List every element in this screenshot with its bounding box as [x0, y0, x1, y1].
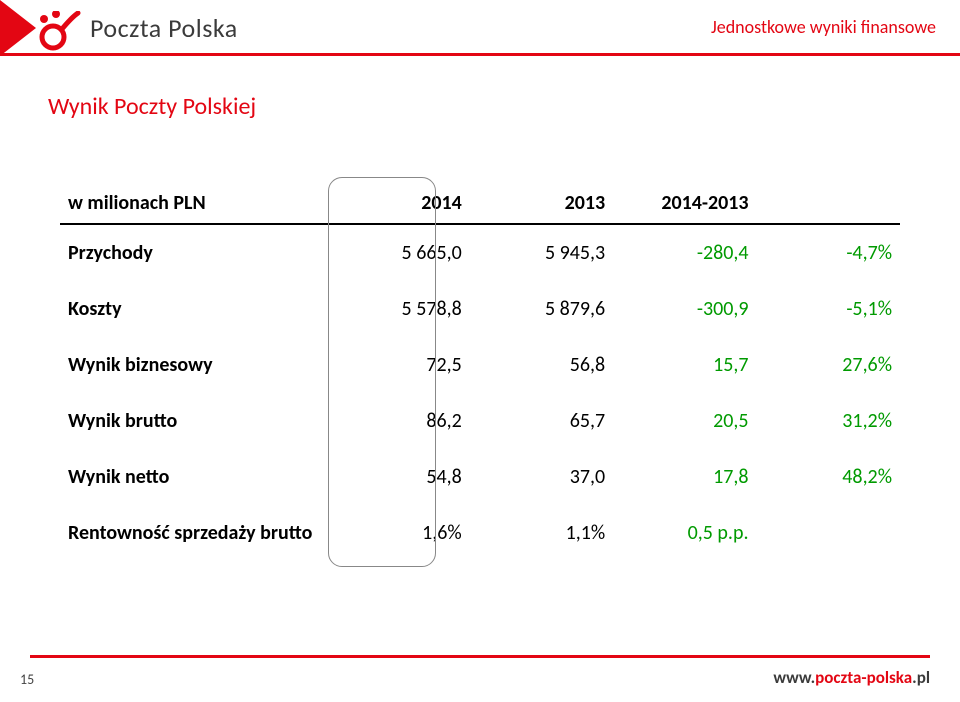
cell-2014: 86,2 [326, 393, 469, 449]
cell-2014: 1,6% [326, 505, 469, 561]
cell-diff: 15,7 [613, 337, 756, 393]
section-label: Jednostkowe wyniki finansowe [711, 16, 936, 38]
cell-pct: -5,1% [757, 281, 900, 337]
cell-pct: 27,6% [757, 337, 900, 393]
url-mid: poczta-polska [815, 667, 912, 688]
cell-2013: 1,1% [470, 505, 613, 561]
url-suffix: .pl [912, 667, 930, 688]
col-diff: 2014-2013 [613, 191, 756, 224]
cell-pct: -4,7% [757, 224, 900, 281]
table-row: Wynik netto 54,8 37,0 17,8 48,2% [60, 449, 900, 505]
row-label: Wynik netto [60, 449, 326, 505]
cell-pct [757, 505, 900, 561]
brand-logo: Poczta Polska [0, 0, 238, 56]
row-label: Koszty [60, 281, 326, 337]
cell-2013: 5 879,6 [470, 281, 613, 337]
table-row: Wynik biznesowy 72,5 56,8 15,7 27,6% [60, 337, 900, 393]
brand-name: Poczta Polska [90, 12, 238, 44]
header-bar: Poczta Polska Jednostkowe wyniki finanso… [0, 0, 960, 56]
table-row: Przychody 5 665,0 5 945,3 -280,4 -4,7% [60, 224, 900, 281]
cell-diff: -300,9 [613, 281, 756, 337]
page-title: Wynik Poczty Polskiej [48, 92, 960, 121]
table-row: Wynik brutto 86,2 65,7 20,5 31,2% [60, 393, 900, 449]
cell-pct: 31,2% [757, 393, 900, 449]
footer-rule [30, 655, 930, 658]
horn-icon [38, 11, 82, 51]
table-row: Koszty 5 578,8 5 879,6 -300,9 -5,1% [60, 281, 900, 337]
table-row: Rentowność sprzedaży brutto 1,6% 1,1% 0,… [60, 505, 900, 561]
cell-diff: -280,4 [613, 224, 756, 281]
col-2013: 2013 [470, 191, 613, 224]
cell-2014: 5 578,8 [326, 281, 469, 337]
chevron-icon [0, 0, 36, 56]
financial-table: w milionach PLN 2014 2013 2014-2013 Przy… [60, 191, 900, 561]
footer-url: www.poczta-polska.pl [773, 667, 930, 688]
cell-2013: 56,8 [470, 337, 613, 393]
cell-diff: 20,5 [613, 393, 756, 449]
col-2014: 2014 [326, 191, 469, 224]
cell-diff: 0,5 p.p. [613, 505, 756, 561]
page-number: 15 [20, 671, 34, 688]
cell-2013: 5 945,3 [470, 224, 613, 281]
cell-2014: 54,8 [326, 449, 469, 505]
col-pct [757, 191, 900, 224]
cell-2014: 72,5 [326, 337, 469, 393]
row-label: Wynik biznesowy [60, 337, 326, 393]
cell-diff: 17,8 [613, 449, 756, 505]
col-label: w milionach PLN [60, 191, 326, 224]
table-header-row: w milionach PLN 2014 2013 2014-2013 [60, 191, 900, 224]
url-prefix: www. [773, 667, 815, 688]
cell-2014: 5 665,0 [326, 224, 469, 281]
row-label: Rentowność sprzedaży brutto [60, 505, 326, 561]
financial-table-wrap: w milionach PLN 2014 2013 2014-2013 Przy… [60, 191, 900, 561]
row-label: Wynik brutto [60, 393, 326, 449]
cell-pct: 48,2% [757, 449, 900, 505]
cell-2013: 37,0 [470, 449, 613, 505]
cell-2013: 65,7 [470, 393, 613, 449]
row-label: Przychody [60, 224, 326, 281]
